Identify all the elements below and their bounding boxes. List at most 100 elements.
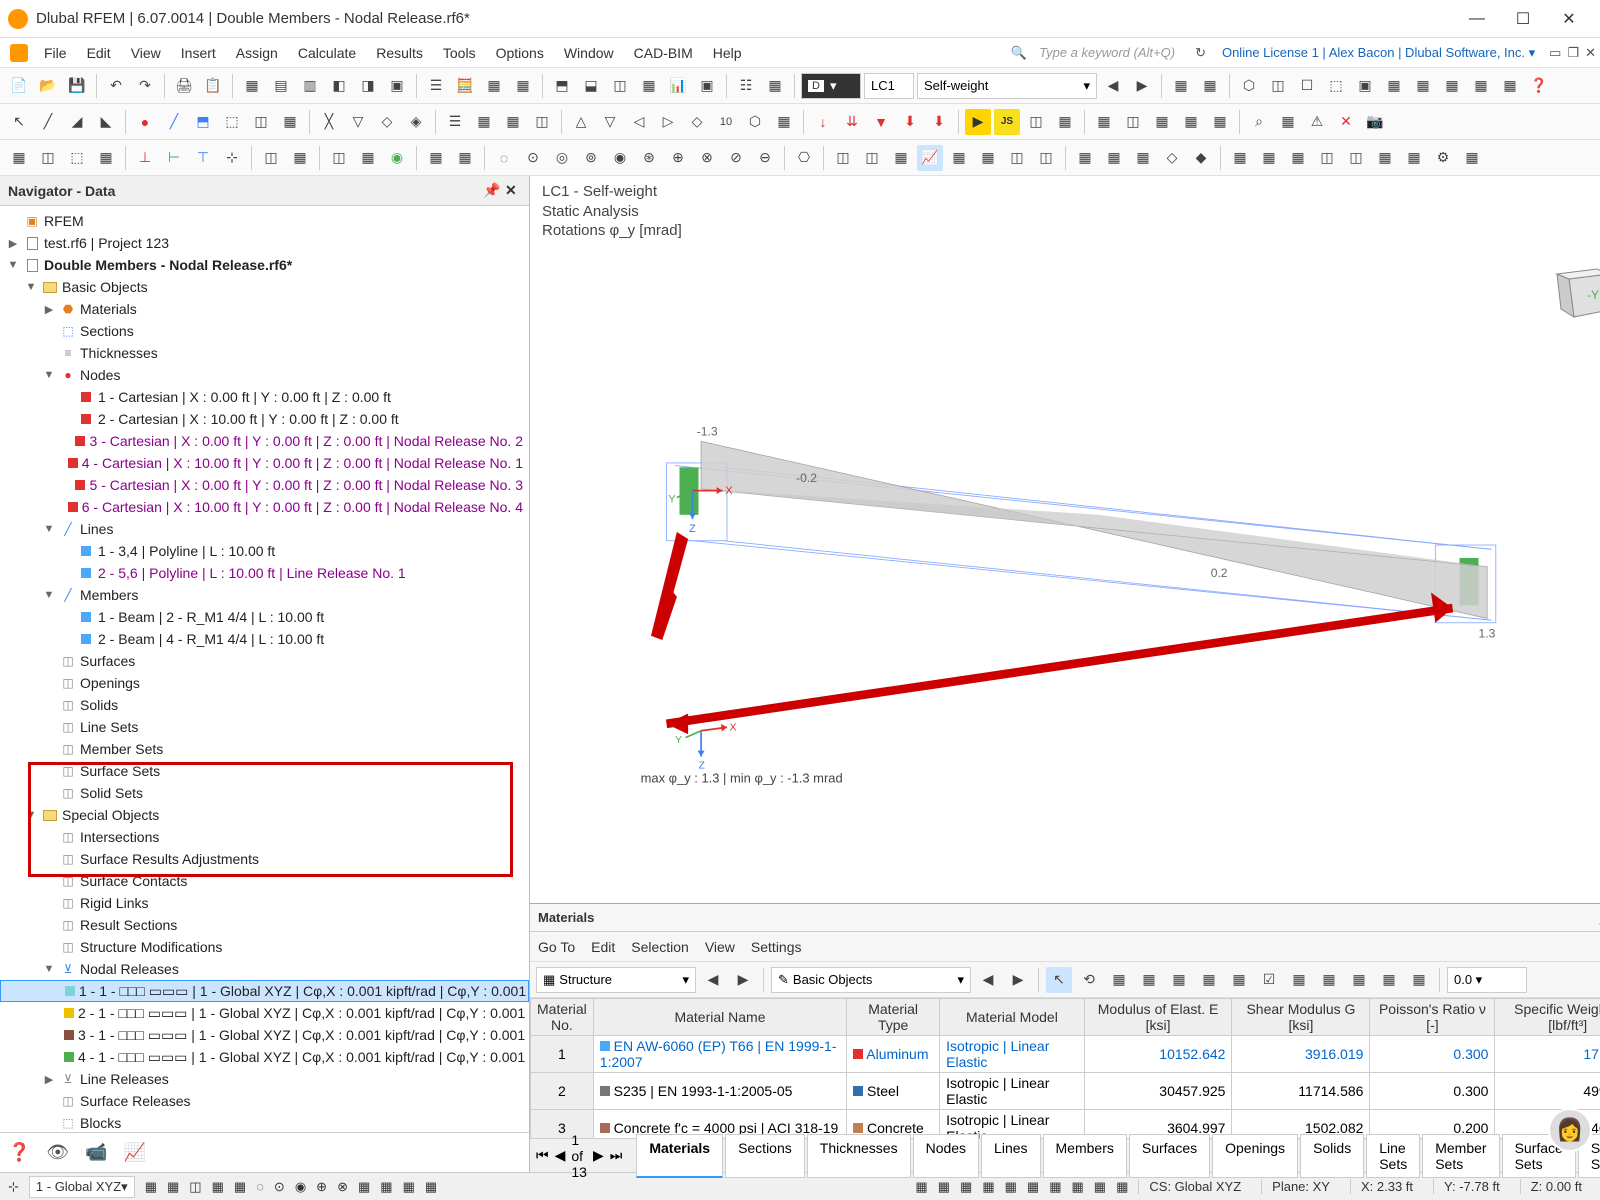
tree-nodes[interactable]: ▼●Nodes	[0, 364, 529, 386]
next-icon[interactable]: ▶	[730, 967, 756, 993]
tool-icon[interactable]: ⬓	[578, 73, 604, 99]
tool-icon[interactable]: ⇊	[839, 109, 865, 135]
menu-assign[interactable]: Assign	[226, 41, 288, 65]
tool-icon[interactable]: △	[568, 109, 594, 135]
tree-surface-contacts[interactable]: ◫Surface Contacts	[0, 870, 529, 892]
mat-menu-view[interactable]: View	[705, 939, 735, 955]
menu-view[interactable]: View	[121, 41, 171, 65]
pin-icon[interactable]: 📌	[483, 182, 499, 199]
tool-icon[interactable]: ▦	[1406, 967, 1432, 993]
avatar[interactable]: 👩	[1548, 1108, 1592, 1152]
tool-icon[interactable]: ▦	[1196, 967, 1222, 993]
tree-member-item[interactable]: 1 - Beam | 2 - R_M1 4/4 | L : 10.00 ft	[0, 606, 529, 628]
close-button[interactable]: ✕	[1546, 3, 1592, 35]
col-header[interactable]: Specific Weight γ [lbf/ft³]	[1495, 999, 1600, 1036]
tool-icon[interactable]: ▦	[1256, 145, 1282, 171]
snap-icon[interactable]: ◎	[549, 145, 575, 171]
menu-window[interactable]: Window	[554, 41, 624, 65]
tool-icon[interactable]: ☰	[423, 73, 449, 99]
tool-icon[interactable]: ▦	[1372, 145, 1398, 171]
tool-icon[interactable]: ◢	[64, 109, 90, 135]
axis-icon[interactable]: ⊥	[132, 145, 158, 171]
mat-menu-selection[interactable]: Selection	[631, 939, 689, 955]
axis-icon[interactable]: ⊢	[161, 145, 187, 171]
tool-icon[interactable]: ◫	[1120, 109, 1146, 135]
menu-insert[interactable]: Insert	[171, 41, 226, 65]
tool-icon[interactable]: ╱	[161, 109, 187, 135]
basic-objects-dropdown[interactable]: ✎ Basic Objects▾	[771, 967, 971, 993]
tool-icon[interactable]: ▦	[1166, 967, 1192, 993]
redo-icon[interactable]: ↷	[132, 73, 158, 99]
status-icon[interactable]: ▦	[1072, 1179, 1084, 1195]
tree-line-item[interactable]: 2 - 5,6 | Polyline | L : 10.00 ft | Line…	[0, 562, 529, 584]
tool-icon[interactable]: ▦	[888, 145, 914, 171]
tree-node-item[interactable]: 3 - Cartesian | X : 0.00 ft | Y : 0.00 f…	[0, 430, 529, 452]
tree-nodal-releases[interactable]: ▼⊻Nodal Releases	[0, 958, 529, 980]
tool-icon[interactable]: ▦	[1072, 145, 1098, 171]
status-icon[interactable]: ▦	[915, 1179, 927, 1195]
status-icon[interactable]: ▦	[982, 1179, 994, 1195]
status-icon[interactable]: ▦	[960, 1179, 972, 1195]
tree-node-item[interactable]: 5 - Cartesian | X : 0.00 ft | Y : 0.00 f…	[0, 474, 529, 496]
tool-icon[interactable]: ⎔	[791, 145, 817, 171]
js-icon[interactable]: JS	[994, 109, 1020, 135]
prev-icon[interactable]: ◀	[975, 967, 1001, 993]
tree-nodal-release-item[interactable]: 3 - 1 - □□□ ▭▭▭ | 1 - Global XYZ | Cφ,X …	[0, 1024, 529, 1046]
tab-member-sets[interactable]: Member Sets	[1422, 1134, 1499, 1178]
tool-icon[interactable]: ▦	[1286, 967, 1312, 993]
tool-icon[interactable]: ▦	[946, 145, 972, 171]
tool-icon[interactable]: ▦	[1346, 967, 1372, 993]
tool-icon[interactable]: ▦	[1168, 73, 1194, 99]
tool-icon[interactable]: ⬡	[742, 109, 768, 135]
loadcase-name[interactable]: Self-weight▾	[917, 73, 1097, 99]
tool-icon[interactable]: ▷	[655, 109, 681, 135]
tool-icon[interactable]: ▦	[1316, 967, 1342, 993]
tool-icon[interactable]: ◫	[607, 73, 633, 99]
results-icon[interactable]: 📈	[917, 145, 943, 171]
tool-icon[interactable]: ▦	[1052, 109, 1078, 135]
tree-line-item[interactable]: 1 - 3,4 | Polyline | L : 10.00 ft	[0, 540, 529, 562]
tool-icon[interactable]: ▽	[597, 109, 623, 135]
tree-file-active[interactable]: ▼Double Members - Nodal Release.rf6*	[0, 254, 529, 276]
col-header[interactable]: Modulus of Elast. E [ksi]	[1084, 999, 1232, 1036]
next-icon[interactable]: ▶	[1005, 967, 1031, 993]
status-icon[interactable]: ▦	[234, 1179, 246, 1195]
status-icon[interactable]: ▦	[358, 1179, 370, 1195]
cursor-icon[interactable]: ↖	[6, 109, 32, 135]
undo-icon[interactable]: ↶	[103, 73, 129, 99]
tool-icon[interactable]: ▦	[1497, 73, 1523, 99]
mat-menu-go-to[interactable]: Go To	[538, 939, 575, 955]
view-icon[interactable]: ▦	[6, 145, 32, 171]
status-icon[interactable]: ▦	[1049, 1179, 1061, 1195]
col-header[interactable]: Material No.	[531, 999, 594, 1036]
mat-menu-edit[interactable]: Edit	[591, 939, 615, 955]
status-icon[interactable]: ▦	[1094, 1179, 1106, 1195]
tree-materials[interactable]: ▶⬣Materials	[0, 298, 529, 320]
tool-icon[interactable]: ⌕	[1246, 109, 1272, 135]
menu-results[interactable]: Results	[366, 41, 433, 65]
tool-icon[interactable]: ◣	[93, 109, 119, 135]
tool-icon[interactable]: ◫	[1004, 145, 1030, 171]
maximize-button[interactable]: ☐	[1500, 3, 1546, 35]
tree-surface-releases[interactable]: ◫Surface Releases	[0, 1090, 529, 1112]
tool-icon[interactable]: ◫	[1314, 145, 1340, 171]
tool-icon[interactable]: ▣	[384, 73, 410, 99]
tool-icon[interactable]: ▦	[277, 109, 303, 135]
help-icon[interactable]: ❓	[1526, 73, 1552, 99]
tree-surfaces[interactable]: ◫Surfaces	[0, 650, 529, 672]
tool-icon[interactable]: ◇	[1159, 145, 1185, 171]
tool-icon[interactable]: ☑	[1256, 967, 1282, 993]
tree-member-item[interactable]: 2 - Beam | 4 - R_M1 4/4 | L : 10.00 ft	[0, 628, 529, 650]
col-header[interactable]: Material Name	[593, 999, 846, 1036]
status-icon[interactable]: ▦	[425, 1179, 437, 1195]
tab-solids[interactable]: Solids	[1300, 1134, 1364, 1178]
tool-icon[interactable]: ⬡	[1236, 73, 1262, 99]
tab-thicknesses[interactable]: Thicknesses	[807, 1134, 911, 1178]
tool-icon[interactable]: ◇	[374, 109, 400, 135]
materials-table[interactable]: Material No.Material NameMaterial TypeMa…	[530, 998, 1600, 1138]
tree-lines[interactable]: ▼╱Lines	[0, 518, 529, 540]
menu-edit[interactable]: Edit	[77, 41, 121, 65]
tool-icon[interactable]: ▼	[868, 109, 894, 135]
col-header[interactable]: Material Type	[847, 999, 940, 1036]
tool-icon[interactable]: ▦	[1130, 145, 1156, 171]
